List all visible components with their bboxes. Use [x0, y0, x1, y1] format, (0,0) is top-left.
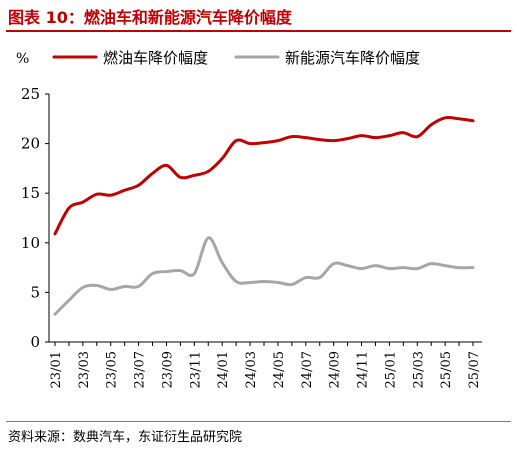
- source-rule: [6, 421, 511, 422]
- figure-title: 图表 10：燃油车和新能源汽车降价幅度: [8, 8, 292, 27]
- x-tick-label: 24/01: [216, 351, 231, 388]
- x-tick-label: 23/03: [77, 351, 92, 388]
- x-tick-label: 23/11: [188, 351, 203, 388]
- y-tick-label: 0: [30, 333, 40, 351]
- x-tick-label: 24/05: [272, 351, 287, 388]
- x-tick-label: 24/03: [244, 351, 259, 388]
- y-tick-label: 25: [21, 85, 40, 103]
- y-ticks: 0 5 10 15 20 25: [21, 85, 49, 351]
- y-tick-label: 20: [21, 135, 40, 153]
- legend-label-fuel: 燃油车降价幅度: [103, 49, 208, 67]
- y-unit-label: %: [16, 51, 29, 67]
- series-lines: [53, 115, 475, 316]
- series-line-nev: [53, 236, 475, 316]
- source-note: 资料来源：数典汽车，东证衍生品研究院: [8, 430, 243, 445]
- x-ticks: 23/01 23/03 23/05 23/07 23/09 23/11 24/01 24/03…: [49, 342, 482, 388]
- x-tick-label: 24/09: [328, 351, 343, 388]
- x-tick-label: 25/07: [467, 351, 482, 388]
- x-tick-label: 24/07: [300, 351, 315, 388]
- title-rule: [6, 30, 511, 32]
- x-tick-label: 25/05: [439, 351, 454, 388]
- x-tick-label: 23/01: [49, 351, 64, 388]
- y-tick-label: 10: [21, 234, 40, 252]
- x-tick-label: 25/03: [411, 351, 426, 388]
- legend-label-nev: 新能源汽车降价幅度: [285, 49, 420, 67]
- x-tick-label: 24/11: [356, 351, 371, 388]
- series-line-fuel: [53, 115, 475, 236]
- x-tick-label: 23/09: [160, 351, 175, 388]
- x-tick-label: 23/07: [133, 351, 148, 388]
- legend: 燃油车降价幅度 新能源汽车降价幅度: [52, 49, 420, 67]
- y-tick-label: 5: [30, 283, 40, 301]
- x-tick-label: 23/05: [105, 351, 120, 388]
- x-tick-label: 25/01: [383, 351, 398, 388]
- y-tick-label: 15: [21, 184, 40, 202]
